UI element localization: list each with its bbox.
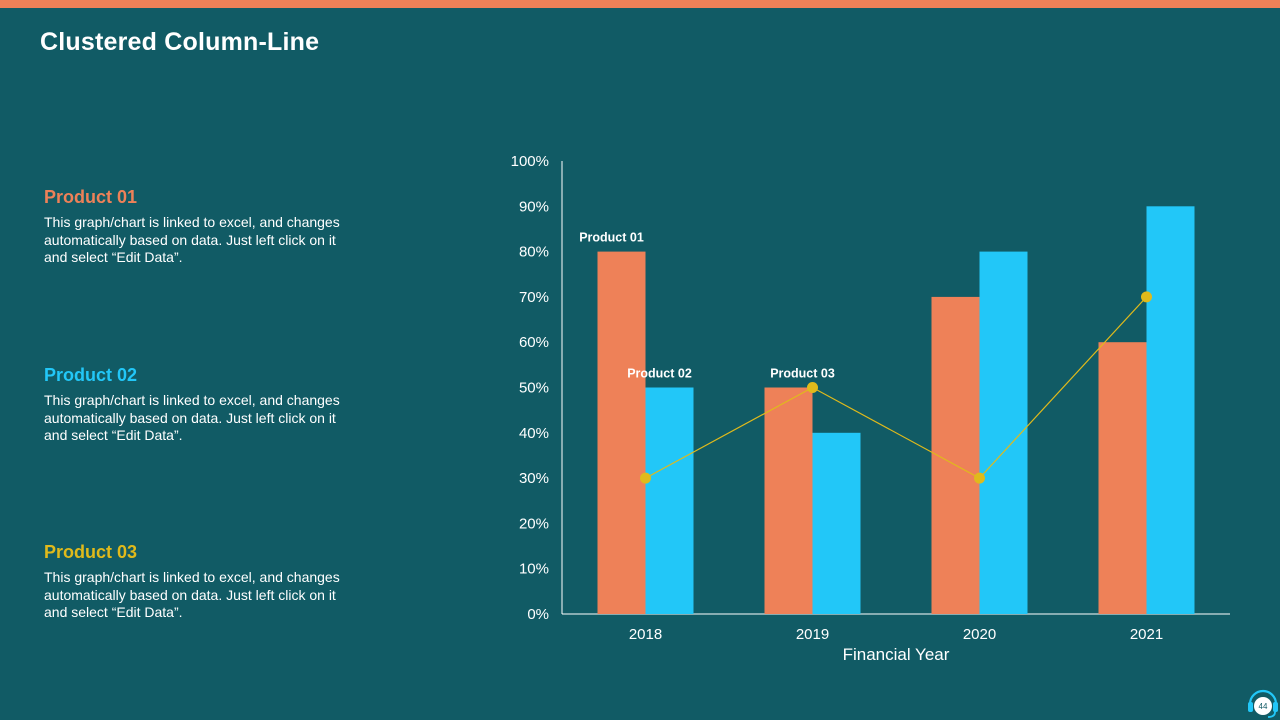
product-01-block: Product 01 This graph/chart is linked to…	[44, 187, 374, 267]
x-tick-label: 2020	[963, 626, 996, 643]
bar-product-02	[812, 432, 861, 614]
page-number: 44	[1259, 702, 1268, 711]
product-03-title: Product 03	[44, 542, 138, 562]
headset-icon: 44	[1248, 689, 1278, 718]
bar-product-01	[764, 387, 813, 614]
top-accent-bar	[0, 0, 1280, 8]
product-02-block: Product 02 This graph/chart is linked to…	[44, 365, 374, 445]
product-01-description: This graph/chart is linked to excel, and…	[44, 214, 340, 265]
y-tick-label: 80%	[519, 244, 549, 261]
y-tick-label: 30%	[519, 470, 549, 487]
x-tick-label: 2019	[796, 626, 829, 643]
product-01-title: Product 01	[44, 187, 138, 207]
bar-product-02	[979, 251, 1028, 614]
bar-product-02	[645, 387, 694, 614]
bar-product-01	[1098, 342, 1147, 614]
y-tick-label: 60%	[519, 334, 549, 351]
line-point-product-03	[640, 472, 651, 484]
y-tick-label: 70%	[519, 289, 549, 306]
x-axis-title: Financial Year	[843, 645, 950, 664]
product-02-description: This graph/chart is linked to excel, and…	[44, 392, 340, 443]
y-tick-label: 20%	[519, 515, 549, 532]
y-tick-label: 40%	[519, 425, 549, 442]
x-tick-label: 2018	[629, 626, 662, 643]
annotation-label: Product 01	[579, 231, 644, 245]
line-product-03	[645, 296, 1147, 479]
line-point-product-03	[1141, 291, 1152, 303]
product-02-title: Product 02	[44, 365, 138, 385]
bar-product-01	[597, 251, 646, 614]
y-tick-label: 90%	[519, 198, 549, 215]
y-tick-label: 50%	[519, 380, 549, 397]
y-tick-label: 10%	[519, 561, 549, 578]
x-tick-label: 2021	[1130, 626, 1163, 643]
y-tick-label: 0%	[527, 606, 549, 623]
annotation-label: Product 02	[627, 367, 692, 381]
bar-product-01	[931, 296, 980, 614]
bar-product-02	[1146, 206, 1195, 615]
page-number-badge: 44	[1246, 684, 1280, 720]
slide-title: Clustered Column-Line	[40, 28, 320, 56]
product-03-description: This graph/chart is linked to excel, and…	[44, 569, 340, 620]
annotation-label: Product 03	[770, 367, 835, 381]
product-03-block: Product 03 This graph/chart is linked to…	[44, 542, 374, 622]
y-tick-label: 100%	[511, 153, 549, 170]
line-point-product-03	[807, 382, 818, 393]
line-point-product-03	[974, 472, 985, 484]
